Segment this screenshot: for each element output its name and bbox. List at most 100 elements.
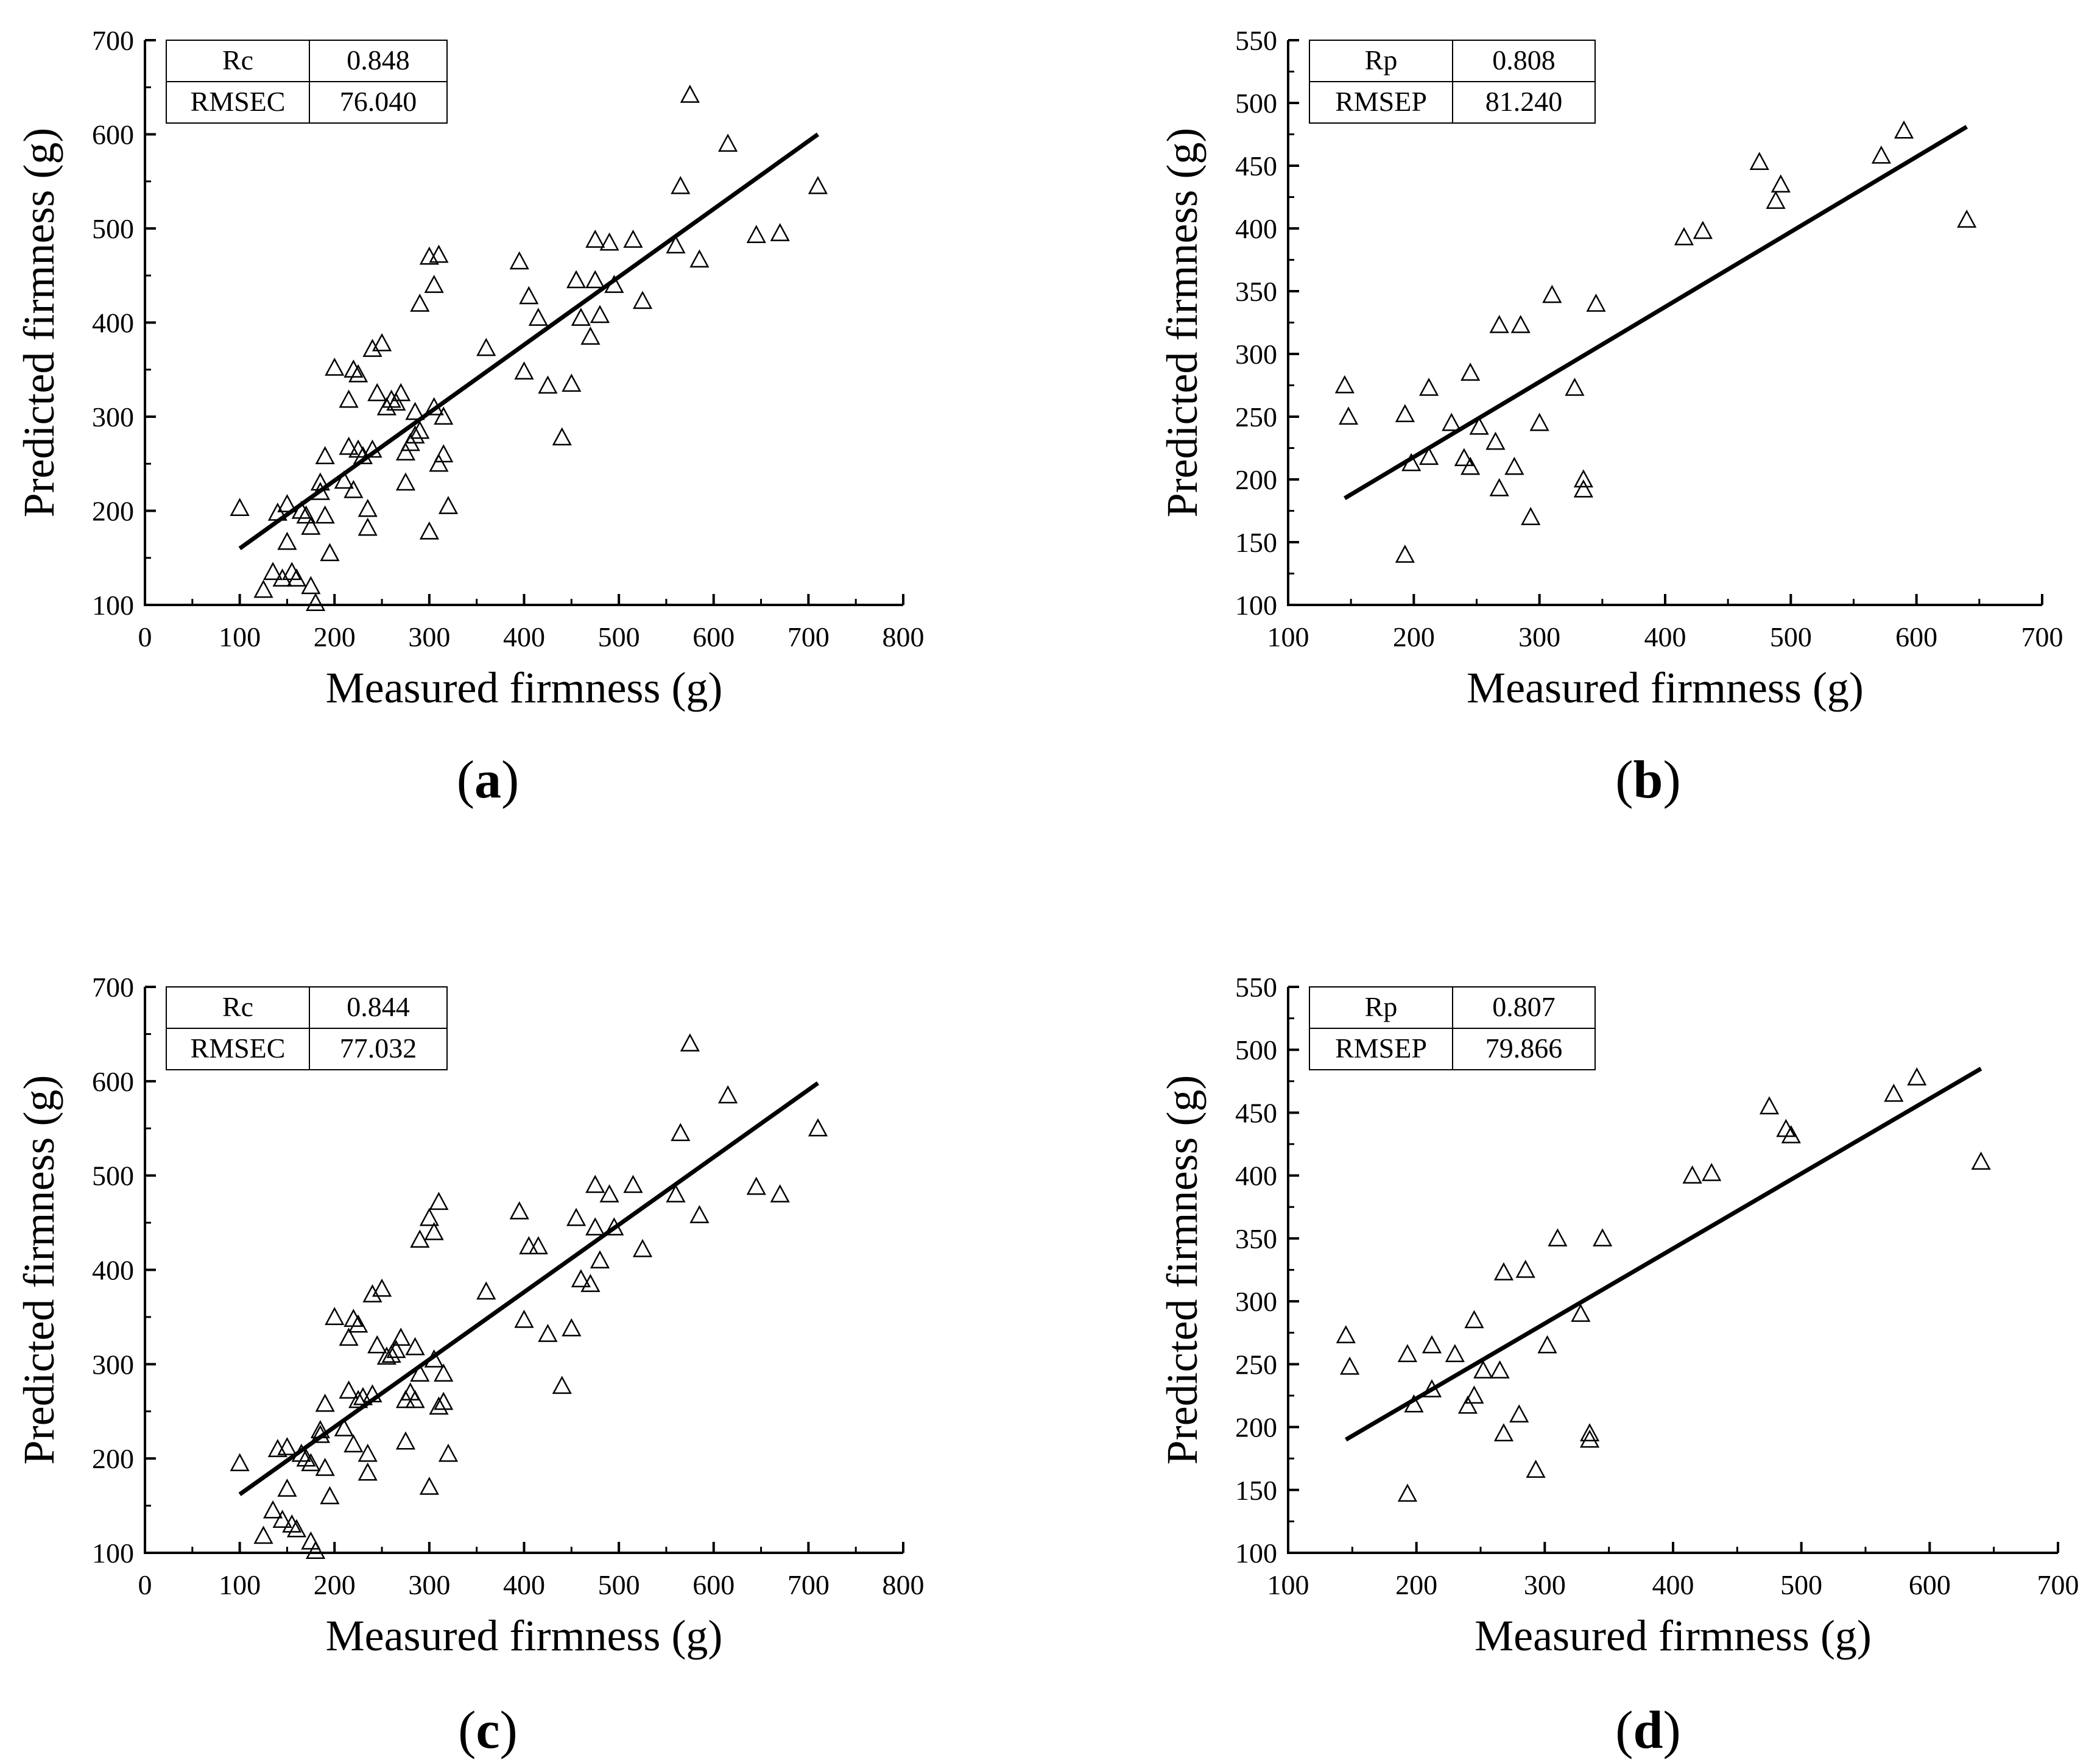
data-point-triangle — [538, 1324, 558, 1342]
x-tick-label: 500 — [598, 1569, 640, 1600]
data-point-triangle — [590, 1250, 610, 1269]
data-point-triangle — [1971, 1151, 1991, 1170]
data-point-triangle — [296, 1448, 316, 1467]
data-point-triangle — [410, 1229, 430, 1248]
data-point-triangle — [514, 1309, 534, 1328]
data-point-triangle — [301, 576, 321, 595]
y-tick-label: 500 — [1235, 1034, 1277, 1065]
data-point-triangle — [746, 225, 766, 243]
data-point-triangle — [1454, 448, 1474, 467]
x-tick-label: 600 — [692, 1569, 735, 1600]
data-point-triangle — [1473, 1360, 1493, 1379]
x-tick-label: 600 — [1895, 621, 1937, 652]
data-point-triangle — [566, 1207, 587, 1226]
data-point-triangle — [434, 444, 454, 462]
y-tick-label: 200 — [92, 496, 134, 527]
data-point-triangle — [262, 562, 283, 581]
data-point-triangle — [419, 1476, 439, 1495]
data-point-triangle — [1771, 174, 1791, 193]
x-tick-label: 400 — [503, 621, 545, 652]
data-point-triangle — [599, 232, 619, 251]
data-point-triangle — [315, 1393, 335, 1412]
data-point-triangle — [1693, 221, 1713, 239]
data-point-triangle — [296, 505, 316, 524]
data-point-triangle — [339, 436, 359, 455]
data-point-triangle — [291, 500, 311, 519]
data-point-triangle — [419, 521, 439, 540]
data-point-triangle — [1485, 431, 1506, 450]
x-tick-label: 400 — [503, 1569, 545, 1600]
data-point-triangle — [1529, 412, 1549, 431]
x-tick-label: 400 — [1644, 621, 1686, 652]
y-tick-label: 500 — [92, 213, 134, 244]
data-point-triangle — [429, 453, 449, 472]
data-point-triangle — [1336, 1325, 1356, 1344]
data-point-triangle — [1422, 1379, 1442, 1397]
data-point-triangle — [344, 359, 364, 378]
data-point-triangle — [424, 1221, 444, 1240]
x-tick-label: 800 — [883, 621, 925, 652]
x-axis-title: Measured firmness (g) — [326, 663, 723, 712]
y-tick-label: 200 — [1235, 1412, 1277, 1443]
stats-box: Rp 0.807 RMSEP 79.866 — [1309, 986, 1596, 1070]
data-point-triangle — [1682, 1165, 1702, 1184]
stats-value: 81.240 — [1485, 86, 1563, 117]
data-point-triangle — [286, 568, 307, 587]
stats-value: 0.848 — [347, 44, 410, 76]
data-point-triangle — [358, 1462, 378, 1481]
data-point-triangle — [1573, 479, 1593, 498]
y-tick-label: 300 — [92, 401, 134, 433]
data-point-triangle — [580, 327, 601, 345]
x-tick-label: 500 — [1770, 621, 1812, 652]
y-tick-label: 350 — [1235, 276, 1277, 307]
data-point-triangle — [680, 1033, 700, 1052]
stats-value: 0.844 — [347, 991, 410, 1022]
x-tick-label: 700 — [788, 621, 830, 652]
data-point-triangle — [590, 305, 610, 323]
y-axis-title: Predicted firmness (g) — [15, 128, 63, 518]
y-tick-label: 150 — [1235, 527, 1277, 558]
x-tick-label: 0 — [138, 1569, 152, 1600]
data-point-triangle — [623, 229, 643, 248]
data-point-triangle — [395, 1431, 416, 1450]
data-point-triangle — [585, 1217, 605, 1235]
data-point-triangle — [1493, 1262, 1514, 1281]
data-point-triangle — [770, 1184, 790, 1203]
data-point-triangle — [282, 1514, 302, 1533]
data-point-triangle — [632, 291, 653, 309]
data-point-triangle — [1537, 1335, 1557, 1354]
data-point-triangle — [434, 1363, 454, 1382]
y-tick-label: 150 — [1235, 1475, 1277, 1506]
data-point-triangle — [746, 1176, 766, 1195]
stats-name: RMSEC — [191, 1033, 286, 1064]
data-point-triangle — [717, 133, 738, 152]
data-point-triangle — [476, 337, 496, 356]
data-point-triangle — [410, 420, 430, 439]
data-point-triangle — [1457, 1395, 1478, 1414]
data-point-triangle — [362, 439, 382, 458]
y-tick-label: 300 — [1235, 1286, 1277, 1317]
data-point-triangle — [405, 1390, 425, 1408]
data-point-triangle — [1526, 1460, 1546, 1478]
y-tick-label: 300 — [1235, 339, 1277, 370]
stats-name: Rp — [1365, 991, 1398, 1022]
y-tick-label: 400 — [1235, 213, 1277, 244]
data-point-triangle — [306, 593, 326, 612]
stats-name: RMSEP — [1335, 1033, 1427, 1064]
y-tick-label: 350 — [1235, 1223, 1277, 1254]
data-point-triangle — [395, 442, 416, 461]
data-point-triangle — [315, 1458, 335, 1476]
panel-label-d: (d) — [1615, 1701, 1681, 1760]
chart-panel-a: 0 100 200 300 400 500 600 700 800100200300400500… — [15, 25, 925, 712]
data-point-triangle — [434, 406, 454, 425]
chart-panel-d: 100 200 300 400 500 600 700 100 150 200 250 300 350 4… — [1158, 972, 2079, 1660]
data-point-triangle — [429, 1192, 449, 1210]
data-point-triangle — [367, 1335, 387, 1354]
stats-name: RMSEP — [1335, 86, 1427, 117]
data-point-triangle — [770, 223, 790, 241]
data-point-triangle — [405, 1337, 425, 1355]
y-tick-label: 400 — [92, 1255, 134, 1286]
x-tick-label: 300 — [408, 621, 450, 652]
data-point-triangle — [277, 1436, 297, 1455]
data-point-triangle — [381, 1344, 401, 1363]
